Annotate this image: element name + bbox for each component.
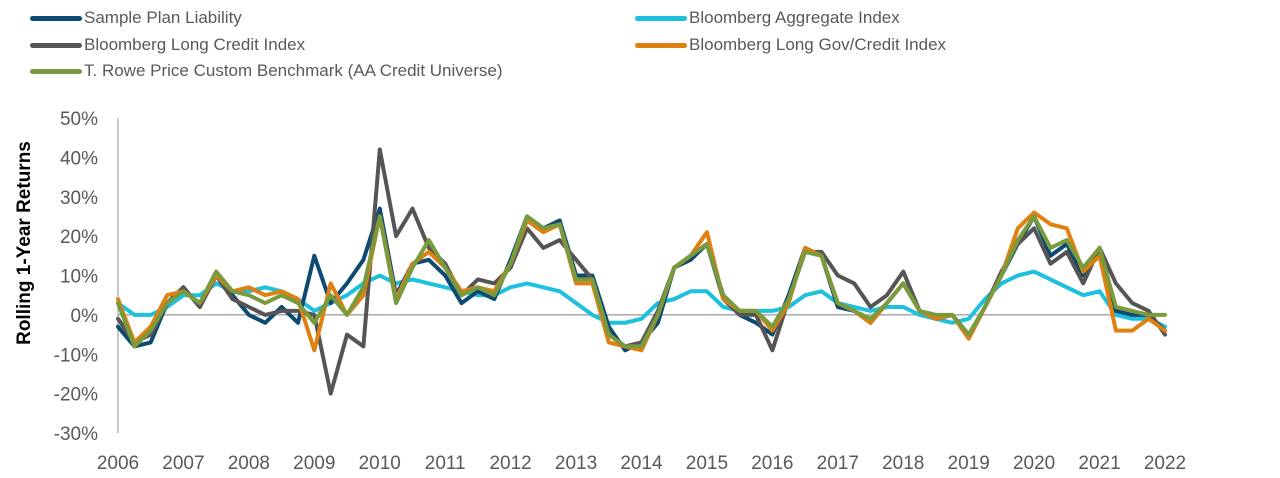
legend-swatch [30, 68, 82, 74]
x-tick-label: 2017 [817, 453, 859, 474]
y-tick-label: 40% [60, 148, 98, 169]
y-tick-label: 20% [60, 227, 98, 248]
chart-legend: Sample Plan Liability Bloomberg Aggregat… [0, 0, 1280, 90]
series-line-t-rowe-price-custom-benchmark-aa-credit-universe [116, 214, 1167, 349]
x-tick-label: 2006 [97, 453, 139, 474]
legend-label: Bloomberg Long Credit Index [84, 35, 306, 54]
x-tick-label: 2021 [1078, 453, 1120, 474]
x-tick-label: 2007 [162, 453, 204, 474]
legend-label: Bloomberg Aggregate Index [689, 8, 900, 27]
y-tick-label: -10% [54, 345, 98, 366]
x-tick-label: 2016 [751, 453, 793, 474]
x-tick-label: 2020 [1013, 453, 1055, 474]
y-tick-label: 50% [60, 109, 98, 130]
y-axis: 50% 40% 30% 20% 10% 0% -10% -20% -30% [54, 109, 119, 445]
x-tick-label: 2015 [686, 453, 728, 474]
legend-swatch [635, 15, 687, 21]
legend-item-trowe-custom-benchmark: T. Rowe Price Custom Benchmark (AA Credi… [30, 60, 503, 82]
y-tick-label: 30% [60, 188, 98, 209]
legend-item-bloomberg-long-credit: Bloomberg Long Credit Index [30, 34, 305, 56]
legend-label: T. Rowe Price Custom Benchmark (AA Credi… [84, 61, 503, 80]
legend-swatch [635, 42, 687, 48]
legend-label: Bloomberg Long Gov/Credit Index [689, 35, 947, 54]
x-tick-label: 2008 [228, 453, 270, 474]
y-tick-label: 0% [71, 306, 99, 327]
legend-swatch [30, 42, 82, 48]
x-tick-label: 2014 [620, 453, 663, 474]
x-tick-label: 2019 [948, 453, 990, 474]
x-tick-label: 2013 [555, 453, 597, 474]
y-tick-label: 10% [60, 267, 98, 288]
x-tick-label: 2010 [359, 453, 401, 474]
legend-label: Sample Plan Liability [84, 8, 242, 27]
y-tick-label: -20% [54, 385, 98, 406]
series-line-bloomberg-long-credit-index [116, 147, 1167, 396]
x-tick-label: 2018 [882, 453, 924, 474]
x-axis: 2006 2007 2008 2009 2010 2011 2012 2013 2014 2015… [97, 453, 1186, 474]
x-tick-label: 2011 [425, 453, 466, 474]
y-axis-title: Rolling 1-Year Returns [14, 141, 35, 345]
legend-item-bloomberg-aggregate: Bloomberg Aggregate Index [635, 7, 900, 29]
y-tick-label: -30% [54, 424, 98, 445]
x-tick-label: 2012 [489, 453, 531, 474]
x-tick-label: 2009 [293, 453, 335, 474]
legend-swatch [30, 15, 82, 21]
plot-area [116, 147, 1167, 396]
x-tick-label: 2022 [1144, 453, 1186, 474]
legend-item-sample-plan-liability: Sample Plan Liability [30, 7, 242, 29]
legend-item-bloomberg-long-gov-credit: Bloomberg Long Gov/Credit Index [635, 34, 946, 56]
